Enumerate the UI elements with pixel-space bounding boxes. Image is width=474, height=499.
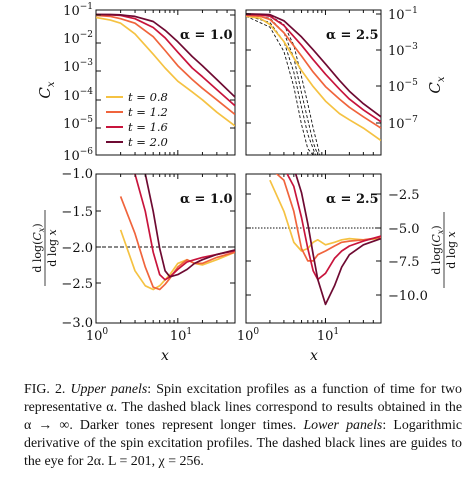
svg-text:d log x: d log x [46, 229, 59, 267]
panel-label-bottom-right: α = 2.5 [326, 192, 379, 207]
dashed-reference-line-top-right-3 [246, 14, 319, 155]
tick-label-tr-y-5: 10−5 [388, 78, 418, 95]
tick-label-br-x-2: 101 [317, 327, 339, 344]
tick-label-bl-y-4: −2.5 [61, 277, 93, 292]
legend-label-4: t = 2.0 [128, 135, 168, 149]
caption-lower-title: Lower panels [303, 418, 383, 433]
tick-label-tl-y-1: 10−1 [63, 2, 93, 19]
svg-text:d log(Cx): d log(Cx) [430, 225, 445, 274]
tick-label-bl-y-1: −1.0 [61, 167, 93, 182]
tick-label-tr-y-7: 10−7 [388, 115, 418, 132]
axis-label-bottom-right-x: x [310, 348, 318, 364]
svg-text:d log(Cx): d log(Cx) [31, 223, 46, 272]
series-line-top-right-t4 [246, 13, 381, 118]
tick-label-bl-y-2: −1.5 [61, 205, 93, 220]
series-line-bottom-right-t1 [269, 179, 381, 252]
series-line-bottom-left-t4 [143, 174, 235, 278]
tick-label-br-y-4: −10.0 [388, 289, 428, 304]
tick-label-bl-x-1: 100 [86, 327, 109, 344]
caption-upper-title: Upper panels [70, 382, 148, 397]
tick-label-tl-y-3: 10−3 [63, 58, 93, 75]
series-group-bottom-right [269, 174, 381, 306]
axis-label-bottom-left-y: d log(Cx) d log x [31, 210, 59, 286]
dashed-reference-line-top-right-2 [246, 14, 316, 155]
dashed-reference-line-top-right-4 [246, 13, 321, 155]
figure-caption: FIG. 2. Upper panels: Spin excitation pr… [24, 381, 462, 471]
axis-label-bottom-left-x: x [161, 348, 169, 364]
panel-label-bottom-left: α = 1.0 [180, 192, 233, 207]
axis-label-bottom-right-y: d log(Cx) d log x [430, 212, 458, 288]
tick-label-tl-y-2: 10−2 [63, 30, 93, 47]
series-group-top-right [246, 13, 381, 155]
axis-label-top-right-y: Cx [426, 76, 447, 93]
svg-text:d log x: d log x [445, 231, 458, 269]
tick-label-tl-y-4: 10−4 [63, 87, 93, 104]
axis-ticks [95, 10, 382, 324]
series-line-top-right-t3 [246, 13, 381, 123]
caption-label: FIG. 2. [24, 382, 66, 397]
tick-label-tl-y-5: 10−5 [63, 115, 93, 132]
tick-label-bl-x-2: 101 [170, 327, 192, 344]
legend-label-2: t = 1.2 [128, 105, 168, 119]
tick-label-tr-y-1: 10−1 [388, 6, 418, 23]
legend-label-1: t = 0.8 [128, 90, 168, 104]
tick-label-bl-y-5: −3.0 [61, 316, 93, 331]
series-line-bottom-left-t2 [119, 196, 235, 291]
caption-lower-text: : Logarithmic derivative of the spin exc… [24, 418, 462, 469]
tick-label-br-y-1: −2.5 [388, 188, 420, 203]
tick-label-br-y-2: −5.0 [388, 222, 420, 237]
dashed-reference-line-top-right-1 [246, 15, 314, 155]
series-group-bottom-left [119, 174, 235, 291]
series-line-bottom-right-t2 [275, 174, 381, 262]
tick-label-tr-y-3: 10−3 [388, 42, 418, 59]
figure-2: 10−1 10−2 10−3 10−4 10−5 10−6 10−1 10−3 … [31, 2, 458, 364]
series-line-top-right-t1 [246, 15, 381, 142]
caption-upper-text: : Spin excitation profiles as a function… [24, 382, 462, 433]
series-line-top-right-t2 [246, 14, 381, 129]
tick-label-br-y-3: −7.5 [388, 255, 420, 270]
panel-label-top-left: α = 1.0 [180, 28, 233, 43]
legend: t = 0.8t = 1.2t = 1.6t = 2.0 [106, 90, 168, 149]
tick-label-bl-y-3: −2.0 [61, 241, 93, 256]
tick-label-br-x-1: 100 [237, 327, 260, 344]
series-line-bottom-right-t4 [294, 174, 381, 306]
series-line-top-left-t1 [96, 16, 235, 127]
tick-label-tl-y-6: 10−6 [63, 147, 93, 164]
series-line-top-left-t4 [96, 13, 235, 98]
panel-label-top-right: α = 2.5 [326, 28, 379, 43]
series-group-top-left [96, 13, 235, 127]
legend-label-3: t = 1.6 [128, 120, 168, 134]
series-line-top-left-t2 [96, 14, 235, 116]
axis-label-top-left-y: Cx [36, 81, 57, 98]
series-line-bottom-left-t1 [119, 229, 235, 291]
